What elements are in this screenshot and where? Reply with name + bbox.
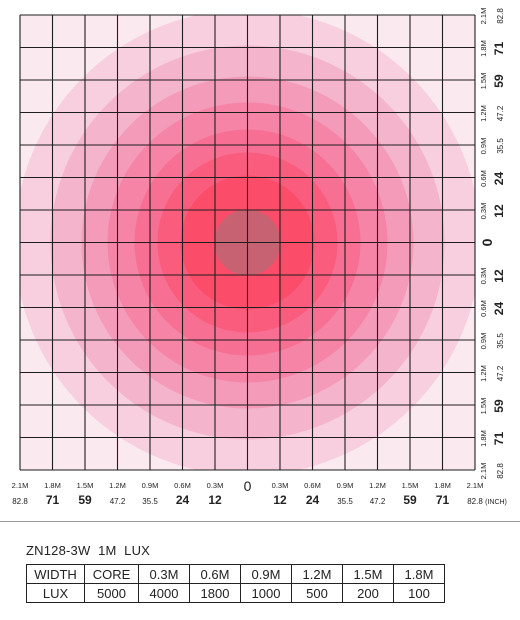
right-axis-meter-label: 0.3M: [479, 203, 488, 220]
table-cell: 200: [342, 583, 394, 603]
right-axis-inch-label: 59: [492, 399, 506, 413]
table-title: ZN128-3W 1M LUX: [26, 543, 151, 558]
table-header-cell: WIDTH: [26, 564, 85, 584]
table-header-cell: 0.9M: [240, 564, 292, 584]
right-axis-inch-label: 71: [492, 432, 506, 446]
bottom-axis-meter-label: 1.2M: [369, 481, 386, 490]
bottom-axis-meter-label: 1.8M: [44, 481, 61, 490]
bottom-axis-meter-label: 1.5M: [402, 481, 419, 490]
bottom-axis-inch-label: 35.5: [142, 497, 158, 506]
bottom-axis-meter-label: 0.3M: [272, 481, 289, 490]
grid: [19, 14, 476, 471]
right-axis-meter-label: 0.6M: [479, 300, 488, 317]
bottom-axis-inch-label: 71: [46, 493, 60, 507]
right-axis-meter-label: 0.9M: [479, 333, 488, 350]
bottom-axis-inch-label: 59: [78, 493, 92, 507]
table-header-cell: 1.2M: [291, 564, 343, 584]
right-axis-meter-label: 0.9M: [479, 138, 488, 155]
axis-labels: 2.1M 1.8M 1.5M 1.2M 0.9M 0.6M 0.3M 0 0.3M 0.6M 0.9…: [12, 8, 507, 507]
bottom-axis-meter-label: 2.1M: [12, 481, 29, 490]
right-axis-inch-label: 71: [492, 42, 506, 56]
bottom-axis-meter-label: 0.9M: [337, 481, 354, 490]
bottom-axis-inch-label: 47.2: [110, 497, 126, 506]
bottom-axis-inch-label: 24: [306, 493, 320, 507]
bottom-axis-meter-label: 1.8M: [434, 481, 451, 490]
right-axis-inch-label: 47.2: [496, 365, 505, 381]
bottom-axis-meter-label: 0.3M: [207, 481, 224, 490]
separator-line: [0, 521, 520, 522]
right-axis-meter-label: 1.8M: [479, 40, 488, 57]
right-axis-meter-label: 0: [479, 238, 495, 246]
table-cell: 500: [291, 583, 343, 603]
beam-spread-diagram: 2.1M 1.8M 1.5M 1.2M 0.9M 0.6M 0.3M 0 0.3M 0.6M 0.9…: [12, 8, 507, 507]
table-row: LUX 5000 4000 1800 1000 500 200 100: [26, 583, 445, 603]
table-header-cell: CORE: [84, 564, 139, 584]
bottom-axis-meter-label: 1.2M: [109, 481, 126, 490]
table-cell: 1800: [189, 583, 241, 603]
table-header-cell: 1.8M: [393, 564, 445, 584]
right-axis-meter-label: 1.5M: [479, 73, 488, 90]
bottom-axis-meter-label: 2.1M: [467, 481, 484, 490]
bottom-axis-inch-label: 47.2: [370, 497, 386, 506]
bottom-axis-inch-label: 12: [208, 493, 222, 507]
table-cell: 4000: [138, 583, 190, 603]
bottom-axis-meter-label: 0.9M: [142, 481, 159, 490]
right-axis-inch-label: 24: [492, 172, 506, 186]
right-axis-meter-label: 1.5M: [479, 398, 488, 415]
table-header-cell: 0.6M: [189, 564, 241, 584]
right-axis-inch-label: 82.8: [496, 8, 505, 24]
bottom-axis-inch-label: 82.8: [12, 497, 28, 506]
right-axis-inch-label: 47.2: [496, 105, 505, 121]
table-cell: 5000: [84, 583, 139, 603]
right-axis-meter-label: 1.2M: [479, 365, 488, 382]
lux-table: WIDTH CORE 0.3M 0.6M 0.9M 1.2M 1.5M 1.8M…: [26, 564, 445, 603]
right-axis-meter-label: 1.2M: [479, 105, 488, 122]
table-header-cell: 0.3M: [138, 564, 190, 584]
right-axis-meter-label: 2.1M: [479, 8, 488, 25]
right-axis-meter-label: 0.3M: [479, 268, 488, 285]
bottom-axis-inch-label: 35.5: [337, 497, 353, 506]
table-cell: 100: [393, 583, 445, 603]
table-header-row: WIDTH CORE 0.3M 0.6M 0.9M 1.2M 1.5M 1.8M: [26, 564, 445, 584]
right-axis-inch-label: 35.5: [496, 138, 505, 154]
bottom-axis-inch-label: 71: [436, 493, 450, 507]
bottom-axis-inch-label: 12: [273, 493, 287, 507]
bottom-axis-meter-label: 0.6M: [304, 481, 321, 490]
bottom-axis-meter-label: 0.6M: [174, 481, 191, 490]
right-axis-meter-label: 0.6M: [479, 170, 488, 187]
right-axis-inch-label: 35.5: [496, 333, 505, 349]
table-header-cell: 1.5M: [342, 564, 394, 584]
right-axis-inch-label: 12: [492, 204, 506, 218]
bottom-axis-meter-label: 1.5M: [77, 481, 94, 490]
bottom-axis-unit-label: (INCH): [485, 499, 507, 506]
bottom-axis-inch-label: 59: [403, 493, 417, 507]
right-axis-inch-label: 12: [492, 269, 506, 283]
right-axis-meter-label: 1.8M: [479, 430, 488, 447]
right-axis-inch-label: 82.8: [496, 463, 505, 479]
bottom-axis-inch-label: 82.8: [467, 497, 483, 506]
table-cell: 1000: [240, 583, 292, 603]
bottom-axis-meter-label: 0: [244, 478, 252, 494]
right-axis-meter-label: 2.1M: [479, 463, 488, 480]
table-cell: LUX: [26, 583, 85, 603]
right-axis-inch-label: 24: [492, 302, 506, 316]
right-axis-inch-label: 59: [492, 74, 506, 88]
bottom-axis-inch-label: 24: [176, 493, 190, 507]
